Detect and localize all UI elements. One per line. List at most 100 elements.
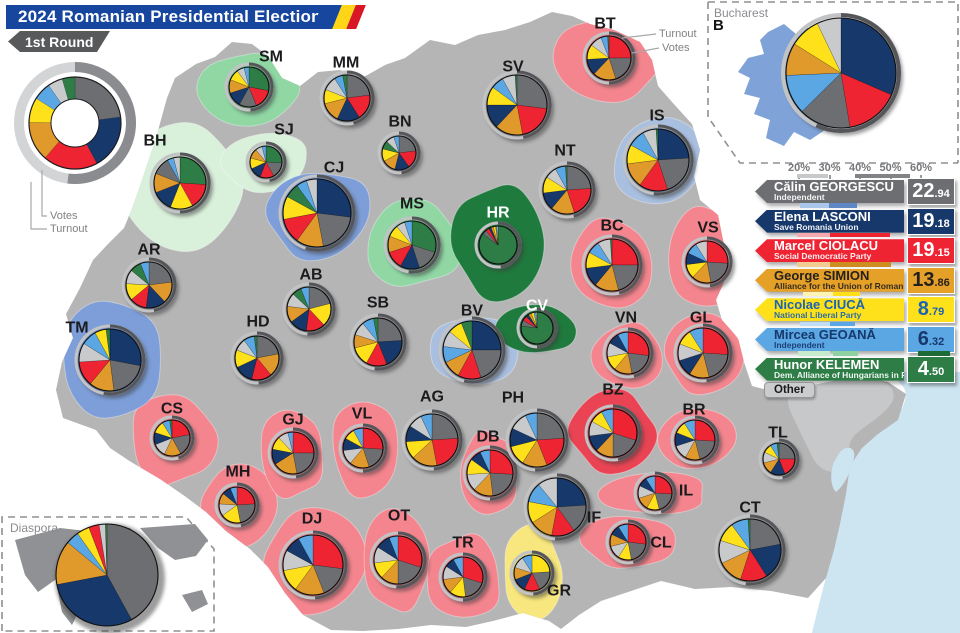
county-label-TR: TR (452, 535, 474, 552)
bucharest-pie (781, 13, 903, 136)
county-label-TL: TL (768, 425, 788, 442)
county-label-SM: SM (259, 49, 283, 66)
key-turnout-label-line (30, 182, 47, 230)
county-label-VN: VN (615, 310, 637, 327)
county-label-BN: BN (388, 114, 411, 131)
county-pie-SM (224, 62, 276, 115)
county-label-BZ: BZ (602, 382, 624, 399)
county-pie-AB (282, 282, 338, 339)
county-label-PH: PH (502, 390, 524, 407)
county-pie-CV (516, 307, 560, 352)
county-label-AB: AB (299, 267, 322, 284)
county-label-MS: MS (400, 196, 424, 213)
round-badge: 1st Round (8, 31, 110, 52)
county-label-AR: AR (137, 242, 161, 259)
county-pie-TR (438, 552, 490, 605)
county-label-DB: DB (476, 429, 499, 446)
county-label-BR: BR (682, 402, 706, 419)
county-label-GL: GL (690, 310, 712, 327)
danube-delta (788, 378, 894, 472)
county-label-VS: VS (697, 220, 719, 237)
county-label-MH: MH (226, 464, 251, 481)
county-label-HR: HR (486, 205, 510, 222)
county-label-CJ: CJ (324, 160, 344, 177)
county-pie-CT (714, 514, 788, 589)
county-label-BV: BV (461, 303, 484, 320)
county-label-IF: IF (587, 510, 601, 527)
county-pie-AR (121, 257, 179, 316)
county-pie-GL (673, 323, 735, 386)
votes-turnout-key-donut (14, 62, 136, 184)
county-pie-DJ (278, 530, 350, 603)
county-pie-NT (538, 161, 598, 222)
inset-bucharest-title: Bucharest (714, 6, 769, 20)
key-turnout-label: Turnout (50, 223, 88, 235)
county-pie-OT (369, 531, 429, 592)
county-pie-BR (670, 415, 722, 468)
county-label-SV: SV (502, 59, 524, 76)
county-pie-IS (622, 124, 696, 199)
county-label-OT: OT (388, 508, 410, 525)
county-pie-MS (383, 216, 443, 277)
county-pie-BC (581, 234, 645, 299)
county-pie-IF (523, 473, 593, 544)
county-pie-TM (74, 324, 148, 399)
county-pie-CS (149, 415, 197, 464)
inset-bucharest-code: B (713, 17, 724, 34)
bt-turnout-label: Turnout (659, 28, 697, 40)
county-pie-GJ (267, 427, 321, 482)
page-title: 2024 Romanian Presidential Elections (6, 5, 344, 29)
county-label-CL: CL (650, 535, 672, 552)
inset-diaspora-title: Diaspora (10, 521, 59, 535)
county-pie-PH (505, 408, 571, 475)
county-label-MM: MM (333, 55, 360, 72)
county-label-GR: GR (547, 583, 571, 600)
county-label-SB: SB (367, 295, 389, 312)
county-pie-IL (633, 471, 679, 518)
county-label-AG: AG (420, 389, 444, 406)
county-pie-BN (377, 131, 423, 178)
county-labels: BT BC VS VN GL BR IL CL CS MH GJ VL DB DJ OT TR MM BN SV NT… (65, 16, 788, 600)
county-pie-TL (758, 438, 802, 483)
other-parties-label: Other (764, 382, 815, 398)
county-pie-HR (474, 221, 524, 272)
key-votes-label: Votes (50, 210, 78, 222)
county-pie-AG (401, 409, 465, 474)
county-label-VL: VL (352, 406, 373, 423)
county-label-GJ: GJ (282, 412, 303, 429)
county-pie-MH (214, 482, 262, 531)
county-label-HD: HD (246, 314, 269, 331)
county-pie-BT (582, 31, 638, 88)
county-pie-BH (149, 152, 213, 217)
black-sea (812, 372, 960, 633)
county-label-CS: CS (161, 401, 184, 418)
county-label-CV: CV (526, 298, 549, 315)
county-pie-HD (230, 331, 286, 388)
bucharest-inset-box (707, 1, 959, 164)
county-label-DJ: DJ (302, 511, 322, 528)
county-pie-GR (509, 550, 557, 599)
county-pie-CJ (278, 174, 358, 255)
county-label-IS: IS (649, 108, 664, 125)
county-pie-VS (681, 236, 735, 291)
county-label-NT: NT (554, 143, 576, 160)
diaspora-pie (55, 523, 165, 633)
county-pies (14, 13, 903, 633)
county-label-BH: BH (143, 133, 166, 150)
bt-votes-label-line (631, 47, 660, 54)
county-label-BC: BC (600, 218, 624, 235)
county-pie-MM (319, 70, 377, 129)
county-pie-SJ (245, 141, 289, 186)
county-label-TM: TM (65, 320, 88, 337)
key-votes-label-line (41, 170, 47, 217)
county-pie-SV (482, 70, 554, 143)
county-pie-DB (462, 445, 520, 504)
county-label-IL: IL (679, 483, 693, 500)
bt-turnout-label-line (621, 33, 657, 39)
county-label-SJ: SJ (274, 122, 294, 139)
bt-votes-label: Votes (662, 42, 690, 54)
county-pie-BZ (584, 404, 644, 465)
